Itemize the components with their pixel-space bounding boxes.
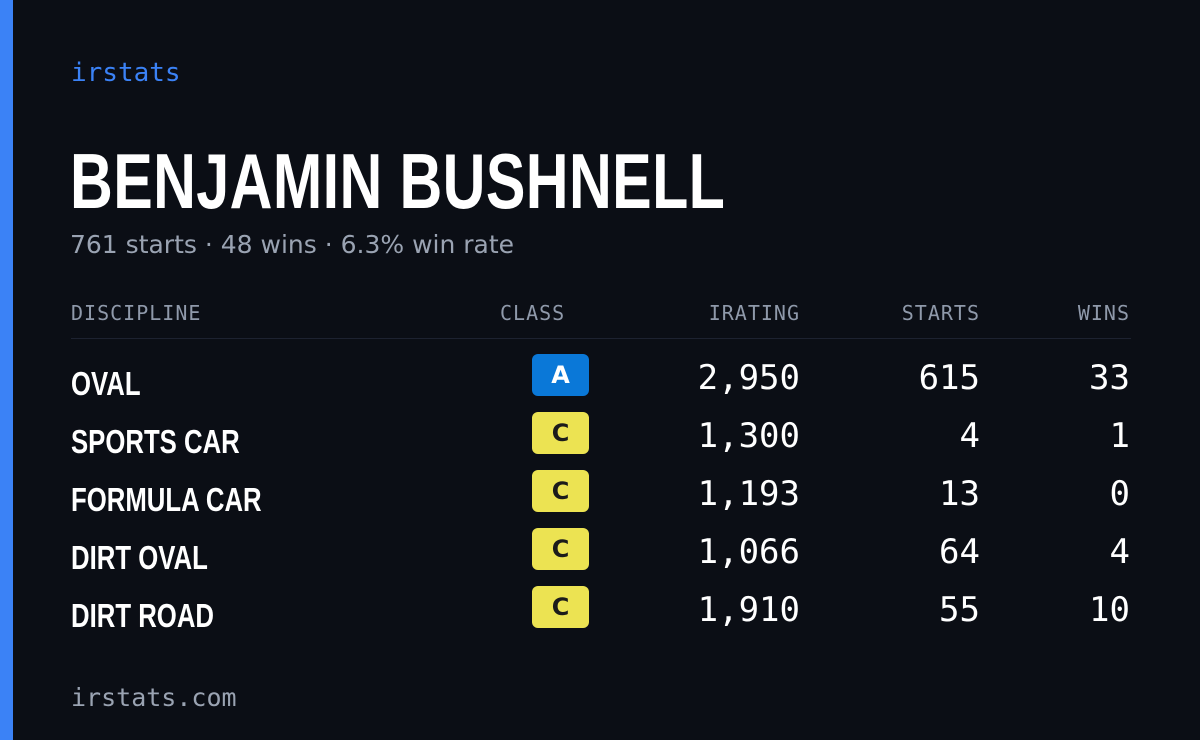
wins-value: 0 [1109,474,1130,514]
wins-value: 10 [1089,590,1130,630]
starts-value: 615 [918,358,980,398]
class-badge: C [532,528,589,570]
starts-value: 55 [939,590,980,630]
header-class: CLASS [500,301,566,325]
table-header: DISCIPLINE CLASS IRATING STARTS WINS [71,298,1131,339]
header-wins: WINS [1077,301,1130,325]
table-row: SPORTS CAR C 1,300 4 1 [71,408,1131,466]
brand-logo: irstats [71,58,181,88]
footer-url: irstats.com [71,683,237,712]
table-row: DIRT OVAL C 1,066 64 4 [71,524,1131,582]
irating-value: 1,910 [697,590,800,630]
starts-value: 13 [939,474,980,514]
irating-value: 1,300 [697,416,800,456]
irating-value: 1,193 [697,474,800,514]
driver-summary: 761 starts · 48 wins · 6.3% win rate [70,230,515,259]
header-discipline: DISCIPLINE [71,301,202,325]
discipline-label: SPORTS CAR [71,423,240,460]
irating-value: 2,950 [697,358,800,398]
class-badge: A [532,354,589,396]
table-row: DIRT ROAD C 1,910 55 10 [71,582,1131,640]
stats-table: OVAL A 2,950 615 33 SPORTS CAR C 1,300 4… [71,350,1131,640]
header-irating: IRATING [708,301,800,325]
class-badge: C [532,470,589,512]
discipline-label: FORMULA CAR [71,481,262,518]
wins-value: 33 [1089,358,1130,398]
discipline-label: DIRT ROAD [71,597,214,634]
discipline-label: OVAL [71,365,141,402]
irating-value: 1,066 [697,532,800,572]
class-badge: C [532,586,589,628]
class-badge: C [532,412,589,454]
driver-name: BENJAMIN BUSHNELL [70,137,726,225]
accent-bar [0,0,13,740]
wins-value: 1 [1109,416,1130,456]
header-starts: STARTS [901,301,980,325]
table-row: FORMULA CAR C 1,193 13 0 [71,466,1131,524]
starts-value: 64 [939,532,980,572]
wins-value: 4 [1109,532,1130,572]
discipline-label: DIRT OVAL [71,539,208,576]
starts-value: 4 [959,416,980,456]
table-row: OVAL A 2,950 615 33 [71,350,1131,408]
